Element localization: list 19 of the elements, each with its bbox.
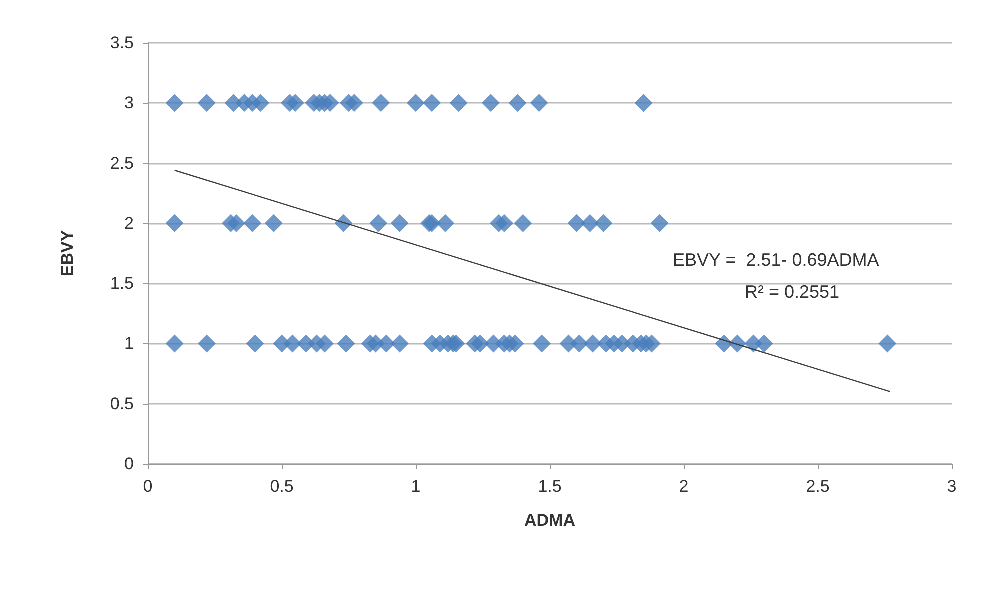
x-tick-label: 0 <box>143 477 153 496</box>
x-tick-label: 0.5 <box>270 477 294 496</box>
x-tick-label: 2 <box>679 477 689 496</box>
y-tick-label: 3 <box>124 94 134 113</box>
x-tick-label: 1.5 <box>538 477 562 496</box>
y-axis-title: EBVY <box>58 230 77 277</box>
y-tick-label: 1.5 <box>110 274 134 294</box>
y-tick-label: 2.5 <box>110 154 134 173</box>
y-tick-label: 0.5 <box>110 394 134 414</box>
x-tick-label: 2.5 <box>806 477 830 496</box>
y-tick-label: 1 <box>124 334 134 354</box>
annotation: R² = 0.2551 <box>745 282 840 302</box>
x-tick-label: 1 <box>411 477 421 496</box>
x-tick-label: 3 <box>947 477 957 496</box>
x-axis-title: ADMA <box>524 511 576 530</box>
y-tick-label: 0 <box>124 454 134 474</box>
annotation: EBVY = 2.51- 0.69ADMA <box>673 250 880 270</box>
y-tick-label: 3.5 <box>110 34 134 52</box>
y-tick-label: 2 <box>124 214 134 233</box>
